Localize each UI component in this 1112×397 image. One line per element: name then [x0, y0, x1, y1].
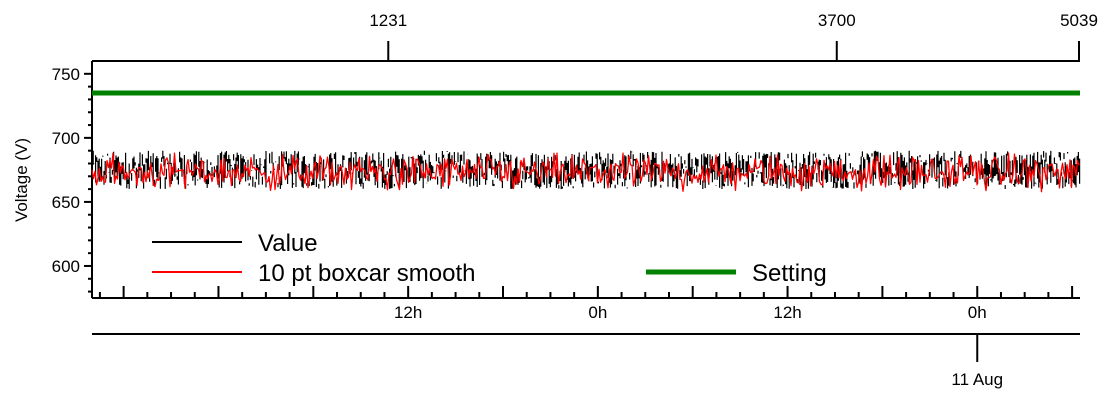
series-layer: [91, 90, 1081, 193]
date-axis: 11 Aug: [92, 333, 1080, 389]
time-axis: 12h 0h 12h 0h: [98, 286, 1074, 322]
time-tick-label: 12h: [773, 303, 801, 322]
top-tick-label: 1231: [369, 11, 407, 30]
y-tick-label: 750: [52, 65, 80, 84]
top-axis: 1231 3700 5039: [369, 11, 1098, 61]
y-tick-label: 650: [52, 193, 80, 212]
time-tick-label: 0h: [968, 303, 987, 322]
y-tick-label: 600: [52, 257, 80, 276]
time-tick-label: 0h: [588, 303, 607, 322]
time-tick-label: 12h: [394, 303, 422, 322]
date-axis-label: 11 Aug: [951, 370, 1003, 389]
top-tick-label: 5039: [1060, 11, 1098, 30]
legend-label: Setting: [752, 260, 827, 287]
legend-label: Value: [258, 230, 318, 257]
legend-label: 10 pt boxcar smooth: [258, 260, 475, 287]
y-tick-label: 700: [52, 129, 80, 148]
legend: Value 10 pt boxcar smooth Setting: [152, 230, 827, 287]
left-axis: 600 650 700 750: [52, 65, 92, 293]
top-tick-label: 3700: [818, 11, 856, 30]
plot-frame: [91, 60, 1080, 299]
y-axis-title: Voltage (V): [12, 138, 31, 222]
series-line-smooth: [91, 152, 1080, 193]
